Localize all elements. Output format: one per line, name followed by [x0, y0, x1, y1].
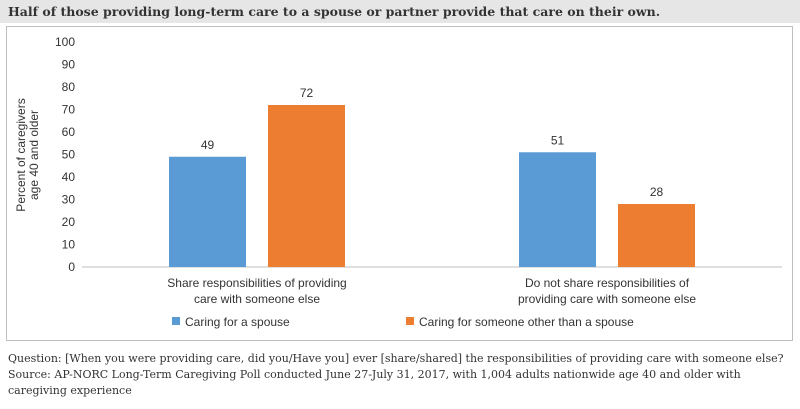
chart-area: 0 10 20 30 40 50 60 70 80 90 100 Percent of caregiv…	[6, 26, 793, 341]
chart-notes: Question: [When you were providing care,…	[8, 351, 798, 399]
category-label-line: Share responsibilities of providing	[167, 276, 346, 290]
question-note: Question: [When you were providing care,…	[8, 352, 784, 365]
category-label-line: Do not share responsibilities of	[525, 276, 690, 290]
category-label-line: providing care with someone else	[518, 292, 696, 306]
bar	[519, 152, 596, 267]
legend-swatch	[406, 317, 414, 325]
source-note-line2: caregiving experience	[8, 384, 132, 397]
source-note-line1: Source: AP-NORC Long-Term Caregiving Pol…	[8, 368, 741, 381]
y-tick-label: 70	[62, 103, 76, 117]
legend-swatch	[172, 317, 180, 325]
y-tick-label: 40	[62, 170, 76, 184]
y-axis-title-line: Percent of caregivers	[14, 98, 28, 211]
y-tick-label: 90	[62, 58, 76, 72]
category-label-line: care with someone else	[194, 292, 320, 306]
y-tick-label: 30	[62, 193, 76, 207]
y-axis-title-line: age 40 and older	[27, 110, 41, 200]
bar	[169, 156, 246, 267]
y-tick-label: 80	[62, 80, 76, 94]
legend-label: Caring for a spouse	[185, 315, 290, 329]
y-tick-label: 60	[62, 125, 76, 139]
chart-title: Half of those providing long-term care t…	[0, 0, 800, 23]
y-tick-label: 20	[62, 215, 76, 229]
bar	[618, 204, 695, 267]
bar	[268, 105, 345, 267]
y-tick-label: 100	[55, 35, 75, 49]
data-label: 49	[201, 138, 215, 152]
y-tick-label: 10	[62, 238, 76, 252]
data-label: 72	[300, 86, 314, 100]
data-label: 28	[650, 185, 664, 199]
legend-label: Caring for someone other than a spouse	[419, 315, 634, 329]
data-label: 51	[551, 133, 565, 147]
y-tick-label: 0	[68, 260, 75, 274]
y-tick-label: 50	[62, 148, 76, 162]
bar-chart: 0 10 20 30 40 50 60 70 80 90 100 Percent of caregiv…	[14, 35, 782, 329]
